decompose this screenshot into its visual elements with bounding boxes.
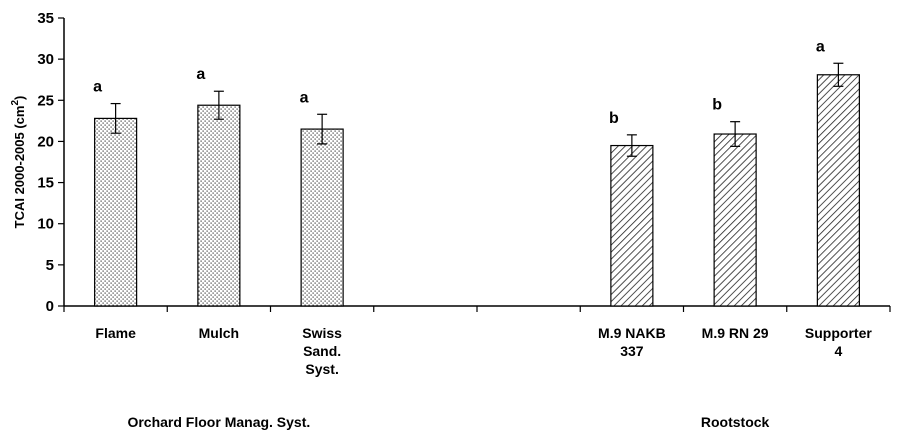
bar xyxy=(610,144,654,307)
x-labels: Flame Mulch Swiss Sand. Syst. M.9 NAKB 337 M.9 … xyxy=(95,325,872,430)
significance-letter: a xyxy=(300,89,309,106)
bar xyxy=(300,128,344,307)
axes xyxy=(63,18,891,312)
significance-letter: a xyxy=(816,38,825,55)
group-label: Orchard Floor Manag. Syst. xyxy=(127,414,310,430)
bar xyxy=(816,74,860,307)
y-tick-label: 30 xyxy=(37,51,54,68)
y-tick-label: 5 xyxy=(46,257,54,274)
y-tick-label: 25 xyxy=(37,92,54,109)
y-tick-label: 10 xyxy=(37,216,54,233)
x-category-label: M.9 RN 29 xyxy=(702,325,769,341)
y-axis-label-text: TCAI 2000-2005 (cm xyxy=(12,106,27,229)
significance-letter: a xyxy=(93,79,102,96)
y-axis-label: TCAI 2000-2005 (cm2) xyxy=(10,96,27,229)
y-tick-label: 15 xyxy=(37,175,54,192)
x-category-label: Swiss Sand. Syst. xyxy=(302,325,342,377)
y-tick-label: 0 xyxy=(46,298,54,315)
significance-letter: b xyxy=(609,110,619,127)
y-axis-label-superscript: 2 xyxy=(10,100,21,106)
y-ticks: 0 5 10 15 20 25 30 35 xyxy=(37,10,64,315)
significance-letter: b xyxy=(712,97,722,114)
y-axis-label-close: ) xyxy=(12,96,27,100)
x-category-label: Supporter 4 xyxy=(805,325,872,359)
x-category-label: Mulch xyxy=(199,325,239,341)
bars: a a a b b a xyxy=(93,38,860,307)
bar xyxy=(197,104,241,307)
bar xyxy=(94,117,138,307)
group-label: Rootstock xyxy=(701,414,770,430)
y-tick-label: 20 xyxy=(37,133,54,150)
y-tick-label: 35 xyxy=(37,10,54,27)
x-category-label: M.9 NAKB 337 xyxy=(598,325,666,359)
bar xyxy=(713,133,757,307)
x-category-label: Flame xyxy=(95,325,136,341)
significance-letter: a xyxy=(196,66,205,83)
